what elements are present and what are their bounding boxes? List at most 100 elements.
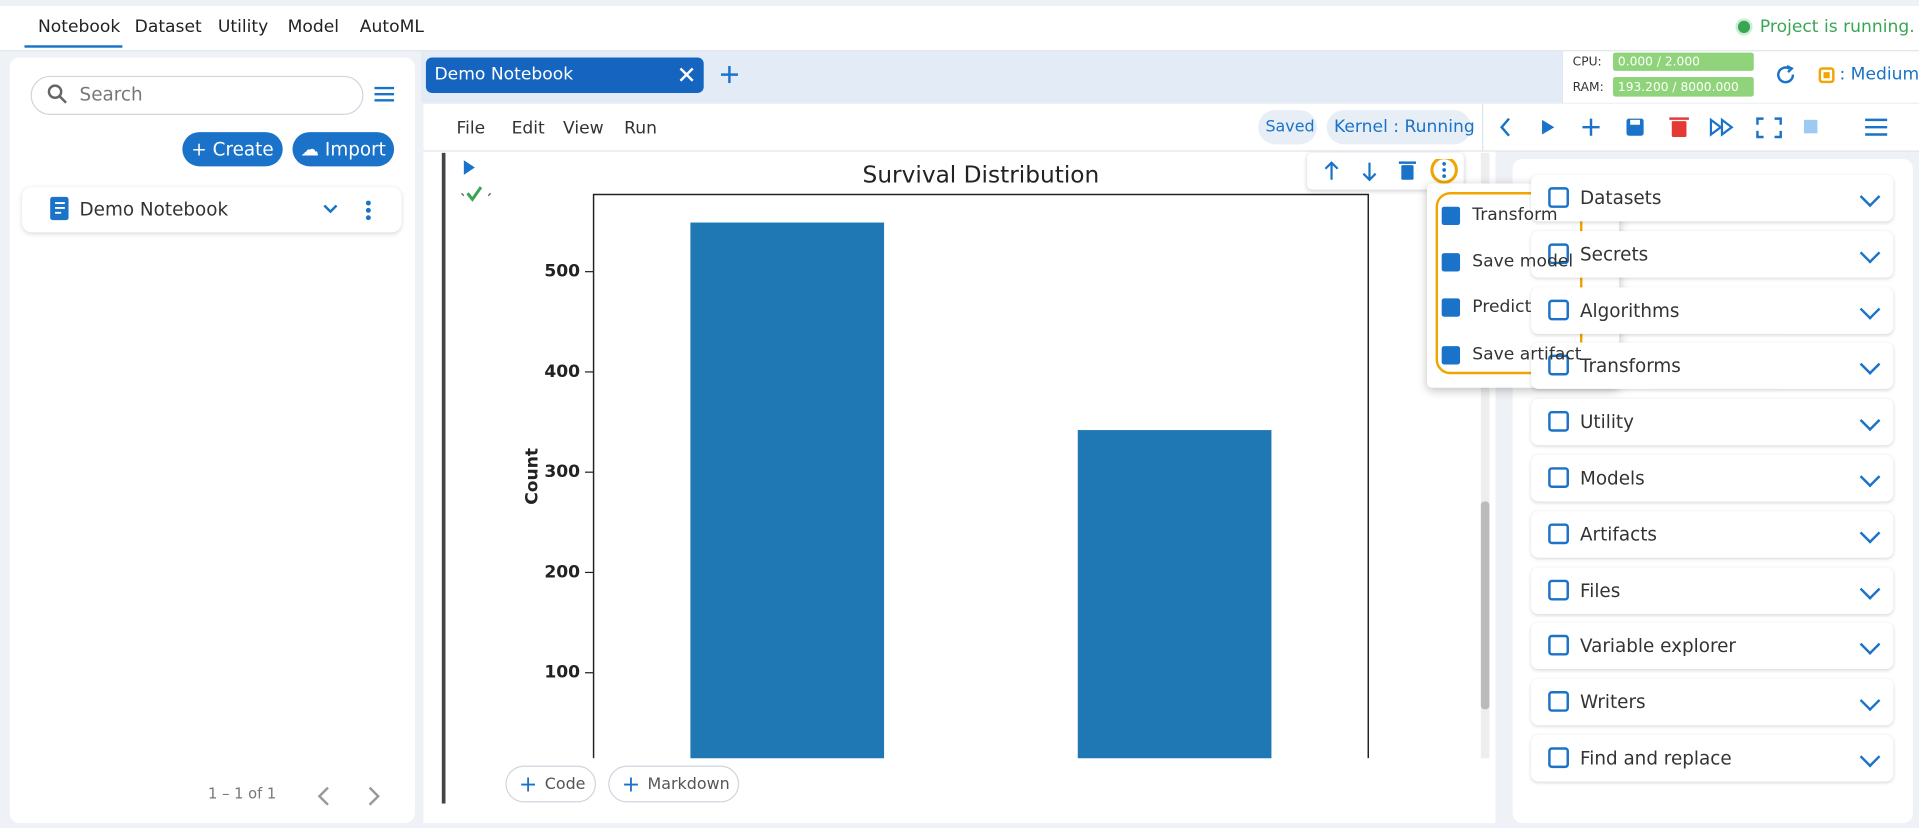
section-card[interactable]: [1531, 454, 1894, 502]
context-menu-item[interactable]: Transform: [1472, 205, 1558, 226]
import-label: Import: [324, 138, 386, 161]
sidebar-menu-icon[interactable]: [373, 86, 395, 103]
cpu-usage: 0.000 / 2.000: [1617, 55, 1700, 70]
add-code-button[interactable]: + Code: [505, 765, 597, 803]
menu-item[interactable]: File: [456, 118, 486, 139]
new-tab[interactable]: [720, 66, 738, 84]
section-icon: [1548, 523, 1569, 545]
section-card[interactable]: [1531, 510, 1894, 558]
nav-tab[interactable]: Notebook: [37, 17, 121, 37]
nav-tab[interactable]: Dataset: [134, 17, 202, 37]
section-icon: [1548, 243, 1569, 264]
context-menu-item[interactable]: Save model: [1472, 251, 1574, 272]
cpu-bar: [1613, 52, 1754, 71]
nav-tab[interactable]: AutoML: [359, 17, 424, 37]
section-card[interactable]: [1531, 623, 1894, 670]
menu-icon: [1441, 253, 1461, 272]
section-title: Utility: [1579, 411, 1634, 434]
section-title: Artifacts: [1579, 523, 1657, 546]
cell-border: [441, 152, 446, 804]
context-menu-item[interactable]: Save artifact: [1472, 344, 1582, 365]
section-title: Files: [1579, 579, 1621, 602]
expand-icon[interactable]: [322, 203, 339, 215]
section-icon: [1548, 355, 1569, 376]
chart-title: Survival Distribution: [863, 162, 1100, 189]
section-icon: [1548, 747, 1569, 769]
section-icon: [1548, 635, 1569, 657]
nav-tab[interactable]: Model: [287, 17, 340, 37]
y-tick-label: 400: [544, 362, 580, 382]
section-card[interactable]: [1531, 230, 1894, 278]
scroll-thumb[interactable]: [1480, 501, 1490, 710]
section-title: Secrets: [1579, 243, 1649, 266]
chart: Survival Distribution Count 100 200 300 400 50…: [522, 162, 1369, 759]
y-tick-label: 100: [544, 663, 580, 683]
notebook-tab[interactable]: [425, 57, 704, 93]
section-card[interactable]: [1531, 735, 1894, 782]
menu-item[interactable]: Run: [624, 118, 658, 139]
section-card[interactable]: [1531, 286, 1894, 334]
nav-tab[interactable]: Utility: [217, 17, 269, 37]
kernel-pill: [1326, 110, 1472, 145]
section-card[interactable]: [1531, 342, 1894, 390]
cell-run-icons[interactable]: [461, 159, 491, 208]
section-card[interactable]: [1531, 679, 1894, 726]
toolbar-icons[interactable]: [1493, 115, 1897, 139]
section-card[interactable]: [1531, 398, 1894, 446]
context-menu-item[interactable]: Predict: [1472, 297, 1532, 317]
tab-close[interactable]: [679, 67, 694, 82]
status-dot: [1737, 20, 1751, 34]
section-icon: [1548, 691, 1569, 713]
notebook-icon: [50, 196, 69, 221]
bar: [690, 222, 885, 759]
notebook-name: Demo Notebook: [79, 198, 229, 221]
bar: [1077, 430, 1272, 759]
kebab-icon[interactable]: [363, 199, 373, 221]
tier-icon: [1818, 67, 1835, 84]
y-tick-label: 500: [544, 262, 580, 282]
search-box[interactable]: [30, 75, 364, 115]
tab-title: Demo Notebook: [434, 64, 574, 85]
section-title: Find and replace: [1579, 747, 1732, 770]
menu-highlight: [1435, 192, 1583, 375]
section-title: Variable explorer: [1579, 635, 1736, 658]
section-card[interactable]: [1531, 566, 1894, 614]
plus-icon: +: [518, 771, 538, 797]
section-title: Writers: [1579, 691, 1646, 714]
plus-icon: +: [621, 771, 641, 797]
section-card[interactable]: [1531, 174, 1894, 222]
cpu-label: CPU:: [1572, 55, 1602, 70]
ram-bar: [1613, 77, 1754, 97]
create-button[interactable]: + Create: [182, 132, 283, 167]
pagination: 1 – 1 of 1: [208, 785, 277, 803]
section-icon: [1548, 299, 1569, 320]
menu-item[interactable]: View: [562, 118, 604, 139]
section-title: Datasets: [1579, 187, 1662, 210]
section-title: Transforms: [1579, 355, 1681, 378]
notebook-area: [423, 151, 1496, 824]
active-tab-underline: [24, 45, 123, 48]
section-title: Models: [1579, 467, 1645, 490]
search-icon: [47, 84, 67, 104]
toolbar-divider: [1482, 103, 1484, 151]
add-code-label: Code: [544, 774, 586, 794]
notebook-row[interactable]: [22, 187, 402, 233]
section-icon: [1548, 467, 1569, 488]
menu-icon: [1441, 346, 1461, 365]
saved-pill: [1258, 110, 1317, 145]
top-strip: [0, 0, 1919, 7]
y-axis-label: Count: [522, 448, 542, 505]
sidebar: [9, 57, 415, 824]
menu-item[interactable]: Edit: [511, 118, 545, 139]
saved-status: Saved: [1265, 118, 1315, 137]
toolbar: [423, 103, 1919, 152]
create-label: Create: [212, 138, 274, 161]
pagination-arrows[interactable]: [316, 785, 389, 807]
import-button[interactable]: ☁ Import: [292, 132, 395, 167]
refresh-icon[interactable]: [1776, 64, 1797, 86]
add-markdown-button[interactable]: + Markdown: [608, 765, 740, 803]
cell-toolbar-icons[interactable]: [1319, 158, 1461, 184]
